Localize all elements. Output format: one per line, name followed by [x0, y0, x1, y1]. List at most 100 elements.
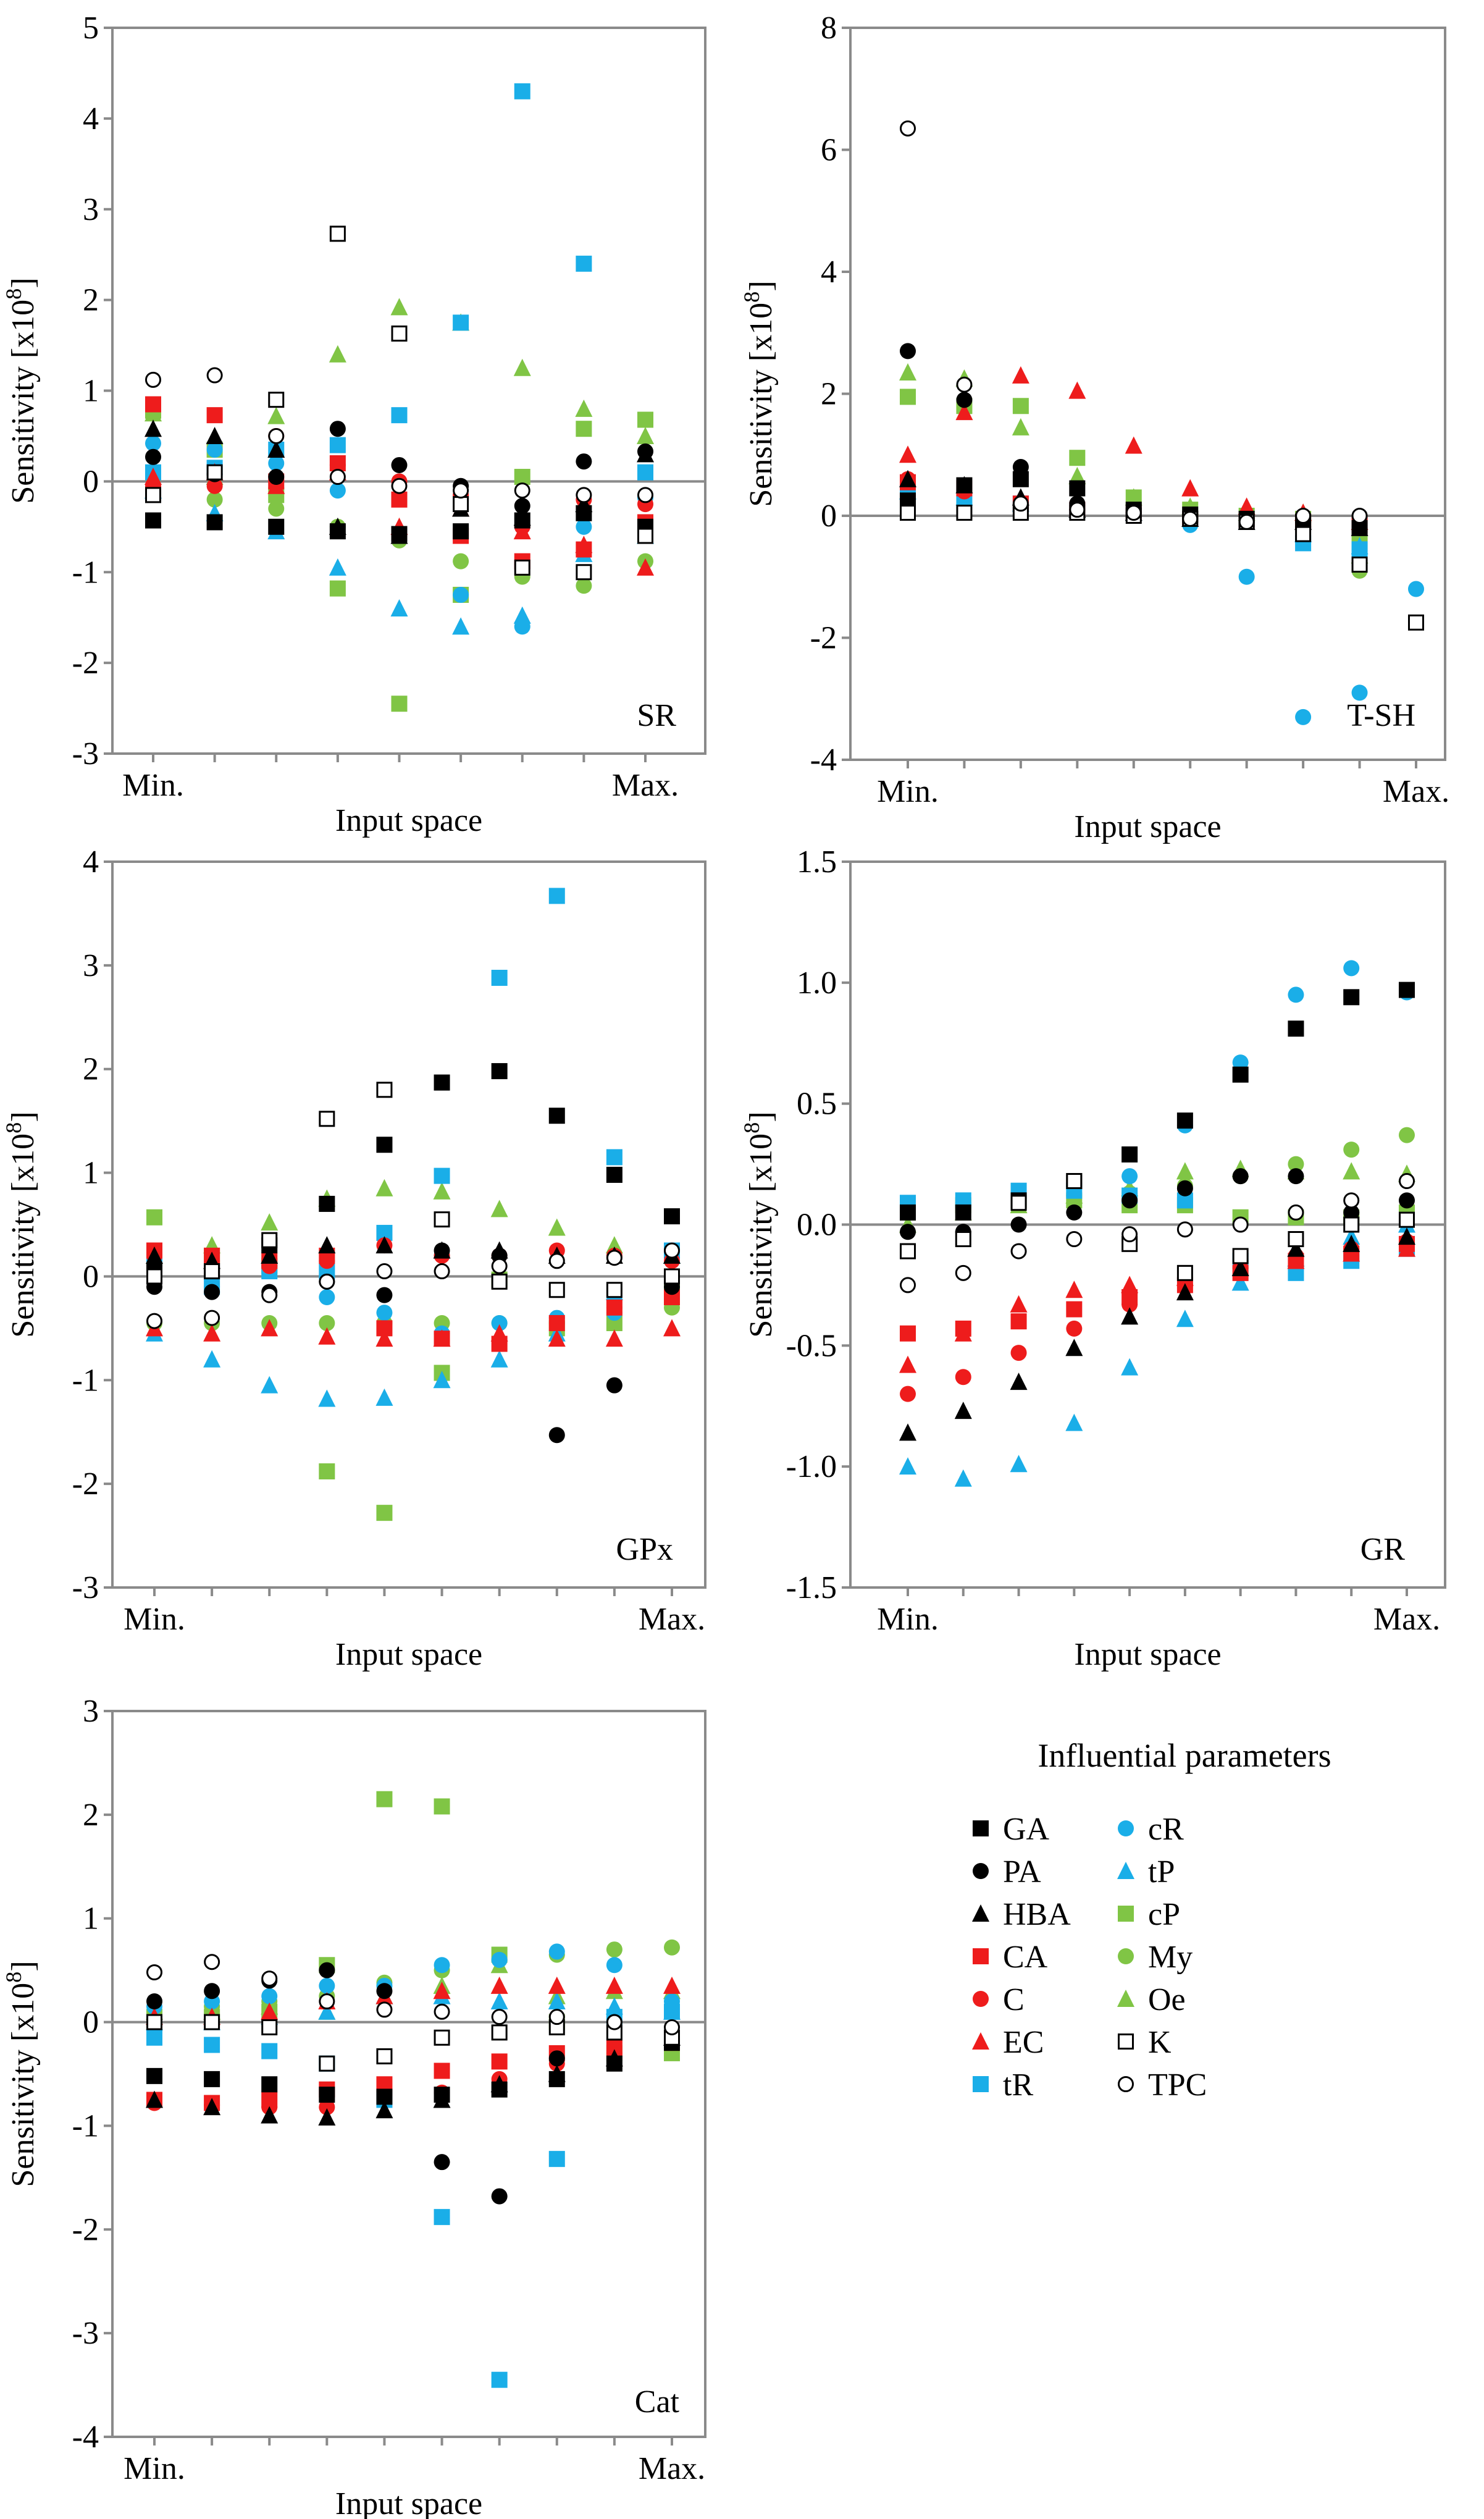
data-point-my	[664, 1939, 680, 1956]
data-point-tpc	[664, 1242, 680, 1259]
data-point-k	[391, 325, 408, 342]
data-point-k	[1232, 1248, 1249, 1264]
data-point-hba	[318, 1236, 336, 1254]
y-axis-label: Sensitivity [x108]	[1, 1111, 41, 1337]
data-point-ca	[548, 1314, 565, 1331]
data-point-oe	[1012, 418, 1029, 435]
data-point-c	[1010, 1345, 1027, 1361]
data-point-cr	[606, 1957, 623, 1974]
data-point-tr	[204, 2037, 220, 2053]
data-point-pa	[1288, 1168, 1304, 1185]
data-point-my	[1343, 1142, 1360, 1158]
legend-label-tr: tR	[1003, 2067, 1033, 2103]
legend-marker-k	[1118, 2033, 1134, 2050]
data-point-ga	[206, 514, 223, 531]
data-point-tr	[548, 888, 565, 904]
data-point-ec	[1068, 381, 1086, 399]
data-point-ga	[606, 2055, 623, 2072]
legend-marker-hba	[972, 1904, 989, 1922]
data-point-ec	[663, 1319, 681, 1337]
data-point-tr	[453, 314, 469, 331]
data-point-pa	[204, 1284, 220, 1300]
y-tick-label: -1.5	[786, 1570, 837, 1605]
data-point-hba	[1121, 1307, 1139, 1325]
data-point-ga	[145, 512, 161, 529]
data-point-tp	[490, 1992, 508, 2009]
data-point-oe	[390, 298, 408, 316]
legend-marker-tr	[973, 2076, 989, 2092]
chart-panel-cat: -4 -3 -2 -1 0 1 2 3 Min. Max. Input space Sensitivi…	[1, 1694, 706, 2519]
data-point-tpc	[391, 477, 408, 494]
data-point-k	[261, 2019, 278, 2035]
data-point-cr	[261, 1988, 278, 2004]
data-point-ec	[261, 1319, 279, 1337]
data-point-tpc	[1121, 1226, 1138, 1243]
data-point-k	[514, 559, 530, 576]
data-point-tpc	[491, 1258, 508, 1274]
y-tick-label: -2	[72, 646, 99, 681]
data-point-tpc	[900, 1277, 916, 1293]
data-point-ga	[261, 2076, 278, 2093]
data-point-cr	[145, 435, 161, 452]
data-point-oe	[490, 1200, 508, 1217]
data-point-tp	[318, 1389, 336, 1407]
legend-marker-pa	[973, 1863, 989, 1879]
legend-label-cp: cP	[1148, 1897, 1180, 1932]
data-point-tpc	[206, 367, 223, 384]
data-point-tpc	[606, 1250, 623, 1266]
y-tick-label: -4	[810, 742, 837, 778]
x-tick-label-max: Max.	[639, 2451, 705, 2486]
data-point-k	[329, 225, 346, 242]
chart-panel-gpx: -3 -2 -1 0 1 2 3 4 Min. Max. Input space Sensitivit…	[1, 844, 706, 1672]
data-point-pa	[576, 453, 592, 470]
data-point-tpc	[606, 2014, 623, 2030]
data-point-k	[204, 1263, 220, 1280]
panel-label: GR	[1360, 1532, 1406, 1567]
data-point-ec	[637, 558, 654, 576]
data-point-ca	[1010, 1313, 1027, 1330]
data-point-ca	[261, 2092, 278, 2108]
data-point-ga	[268, 518, 285, 535]
data-point-ca	[1066, 1301, 1083, 1318]
data-point-tpc	[955, 1264, 971, 1281]
data-point-tp	[1065, 1413, 1083, 1431]
data-point-hba	[146, 1246, 163, 1264]
data-point-tpc	[261, 1970, 278, 1987]
y-tick-label: 1	[83, 374, 99, 409]
data-point-k	[268, 392, 285, 408]
x-tick-label-max: Max.	[639, 1602, 705, 1637]
data-point-pa	[1176, 1180, 1193, 1196]
data-point-cp	[900, 389, 916, 405]
data-point-ga	[1176, 1112, 1193, 1129]
data-point-tpc	[204, 1310, 220, 1326]
data-point-tr	[261, 2043, 278, 2059]
data-point-tpc	[376, 2001, 393, 2018]
x-tick-label-min: Min.	[877, 1602, 939, 1637]
data-point-k	[1288, 1231, 1304, 1247]
data-point-tpc	[319, 1993, 335, 2009]
y-tick-label: 0.5	[797, 1087, 837, 1122]
data-point-cr	[1288, 986, 1304, 1003]
x-axis-label: Input space	[1074, 1637, 1221, 1672]
y-tick-label: -4	[72, 2420, 99, 2455]
legend-label-tpc: TPC	[1148, 2067, 1207, 2103]
data-point-tr	[491, 970, 508, 986]
panel-label: GPx	[616, 1532, 673, 1567]
legend-title: Influential parameters	[1038, 1737, 1331, 1774]
legend-label-c: C	[1003, 1982, 1025, 2017]
data-point-tpc	[1012, 495, 1029, 512]
data-point-pa	[900, 343, 916, 360]
data-point-hba	[899, 1423, 916, 1441]
data-point-ec	[490, 1976, 508, 1994]
data-point-cr	[1343, 960, 1360, 977]
data-point-ga	[900, 1204, 916, 1221]
data-point-pa	[329, 421, 346, 437]
data-point-pa	[1121, 1192, 1138, 1209]
data-point-oe	[375, 1179, 393, 1196]
x-axis-label: Input space	[335, 803, 482, 838]
data-point-tp	[318, 2002, 336, 2020]
panel-label: Cat	[635, 2384, 680, 2420]
data-point-ga	[434, 2087, 450, 2103]
data-point-oe	[899, 363, 916, 381]
data-point-tpc	[956, 376, 973, 393]
